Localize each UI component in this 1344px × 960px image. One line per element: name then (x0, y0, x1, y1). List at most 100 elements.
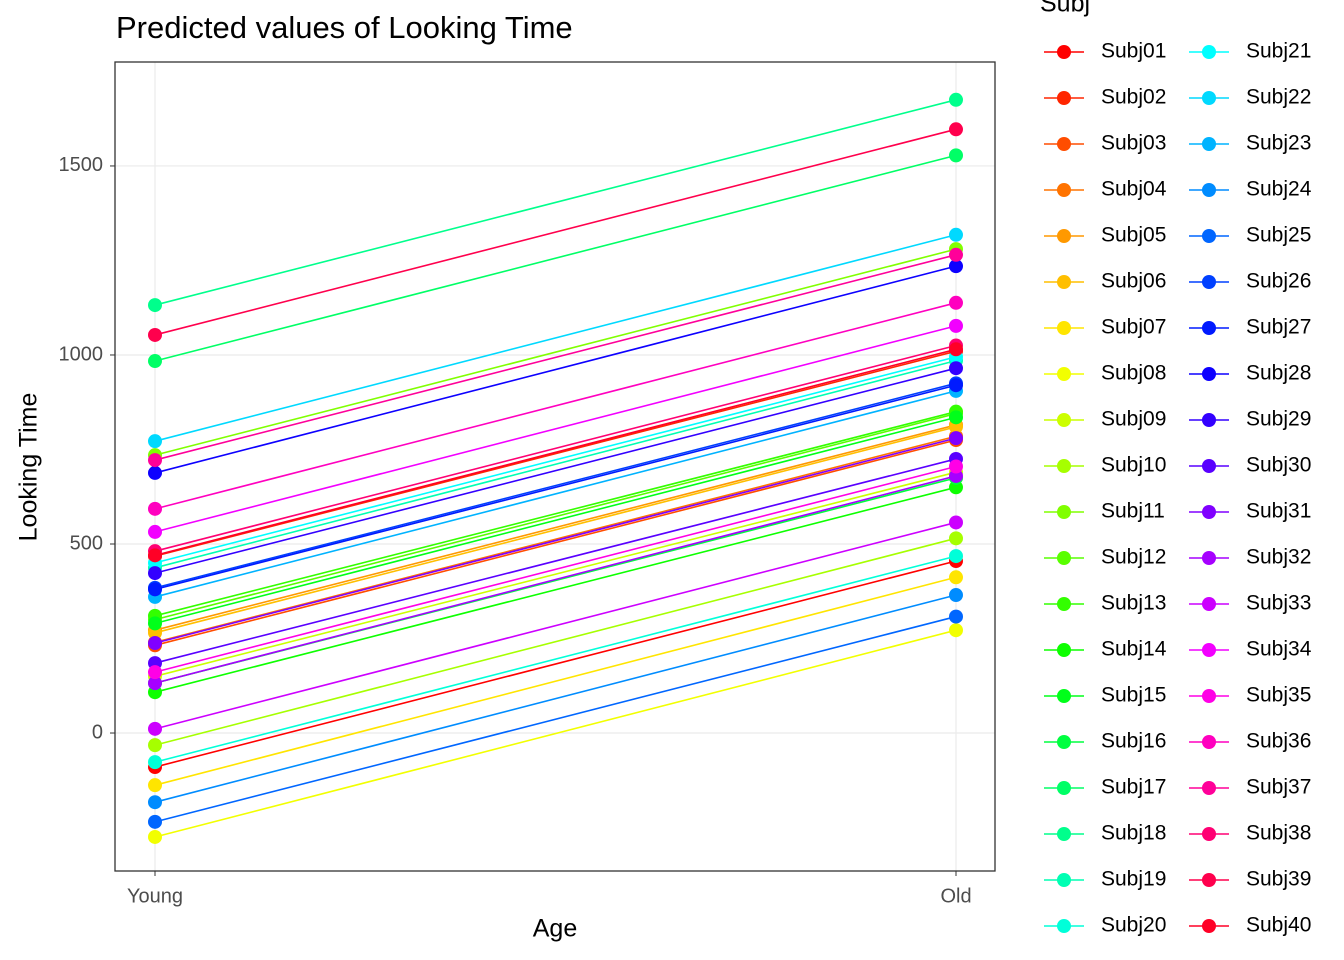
legend-label: Subj05 (1101, 224, 1166, 247)
legend-key-point (1202, 137, 1216, 151)
data-point (949, 588, 963, 603)
legend-label: Subj30 (1246, 454, 1311, 477)
data-point (949, 259, 963, 274)
series-line (154, 265, 957, 474)
legend-label: Subj40 (1246, 914, 1311, 937)
data-point (148, 616, 162, 631)
data-point (148, 814, 162, 829)
series-line (154, 154, 957, 362)
x-tick-label: Young (127, 885, 183, 907)
data-point (148, 755, 162, 770)
legend-key-point (1057, 643, 1071, 657)
series-line (154, 437, 957, 644)
data-point (949, 531, 963, 546)
series-line (154, 629, 957, 838)
y-tick-label: 500 (70, 532, 103, 554)
legend-label: Subj01 (1101, 40, 1166, 63)
legend-label: Subj18 (1101, 822, 1166, 845)
legend-label: Subj10 (1101, 454, 1166, 477)
plot-border (114, 61, 996, 872)
data-point (148, 829, 162, 844)
y-axis-title: Looking Time (15, 393, 43, 542)
legend-key-point (1057, 551, 1071, 565)
legend-key-point (1057, 91, 1071, 105)
legend-key-point (1202, 459, 1216, 473)
legend-label: Subj17 (1101, 776, 1166, 799)
legend-label: Subj08 (1101, 362, 1166, 385)
legend-label: Subj02 (1101, 86, 1166, 109)
data-point (949, 549, 963, 564)
series-line (154, 128, 957, 336)
series-line (154, 560, 957, 768)
series-line (154, 348, 957, 557)
legend-label: Subj03 (1101, 132, 1166, 155)
legend-label: Subj24 (1246, 178, 1312, 201)
x-tick-label: Old (940, 885, 971, 907)
series-line (154, 248, 957, 456)
legend-label: Subj31 (1246, 500, 1311, 523)
legend-label: Subj15 (1101, 684, 1166, 707)
data-point (949, 378, 963, 393)
legend-key-point (1202, 183, 1216, 197)
legend-label: Subj20 (1101, 914, 1166, 937)
legend-label: Subj07 (1101, 316, 1166, 339)
series-line (154, 356, 957, 564)
legend-key-point (1057, 873, 1071, 887)
data-point (148, 795, 162, 810)
series-line (154, 555, 957, 763)
data-point (148, 548, 162, 563)
data-point (148, 298, 162, 313)
legend-label: Subj35 (1246, 684, 1311, 707)
data-point (148, 636, 162, 651)
y-tick-label: 1500 (59, 154, 104, 176)
x-axis-title: Age (533, 915, 577, 943)
legend-label: Subj25 (1246, 224, 1311, 247)
legend-label: Subj37 (1246, 776, 1311, 799)
data-point (949, 227, 963, 242)
data-point (148, 721, 162, 736)
data-point (148, 354, 162, 369)
legend-key-point (1057, 321, 1071, 335)
legend-key-point (1202, 505, 1216, 519)
data-point (949, 92, 963, 107)
legend-label: Subj19 (1101, 868, 1166, 891)
series-line (154, 359, 957, 569)
legend-key-point (1057, 597, 1071, 611)
data-point (949, 459, 963, 474)
legend-key-point (1057, 45, 1071, 59)
series-line (154, 576, 957, 786)
series-line (154, 382, 957, 589)
legend-key-point (1057, 367, 1071, 381)
data-point (148, 566, 162, 581)
series-line (154, 615, 957, 823)
legend-label: Subj23 (1246, 132, 1311, 155)
series-line (154, 465, 957, 673)
series-line (154, 439, 957, 647)
data-point (949, 342, 963, 357)
data-point (949, 295, 963, 310)
series-line (154, 486, 957, 693)
legend-label: Subj38 (1246, 822, 1311, 845)
chart-title: Predicted values of Looking Time (116, 10, 573, 45)
legend-title: Subj (1040, 0, 1090, 18)
legend-label: Subj14 (1101, 638, 1167, 661)
data-point (949, 515, 963, 530)
legend-label: Subj21 (1246, 40, 1311, 63)
data-point (148, 738, 162, 753)
legend-key-point (1057, 137, 1071, 151)
legend-key-point (1057, 275, 1071, 289)
data-point (949, 122, 963, 137)
legend-key-point (1057, 781, 1071, 795)
data-point (949, 247, 963, 262)
legend-key-point (1057, 827, 1071, 841)
legend-key-point (1202, 229, 1216, 243)
legend-label: Subj11 (1101, 500, 1165, 523)
data-point (949, 148, 963, 163)
data-point (148, 582, 162, 597)
legend-key-point (1202, 689, 1216, 703)
legend-key-point (1202, 873, 1216, 887)
series-line (154, 471, 957, 678)
legend-key-point (1202, 781, 1216, 795)
legend-key-point (1202, 827, 1216, 841)
